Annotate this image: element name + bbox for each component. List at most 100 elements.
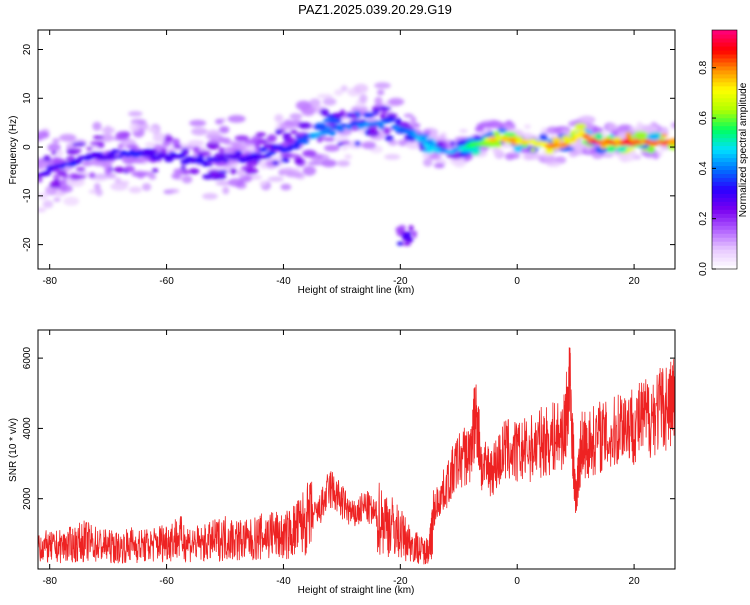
heatmap-cell [75,158,83,164]
heatmap-cell [146,127,158,133]
heatmap-cell [279,153,294,158]
snr-y-tick-label: 6000 [22,347,33,370]
heatmap-cell [172,138,181,147]
heatmap-cell [520,132,533,137]
colorbar-step [712,253,737,258]
heatmap-cell [384,135,394,142]
heatmap-cell [56,170,67,176]
heatmap-cell [189,119,207,127]
colorbar-ticks: 0.0 0.2 0.4 0.6 0.8 [698,60,716,276]
heatmap-cell [185,156,194,161]
heatmap-cell [354,140,361,147]
colorbar-step [712,101,737,107]
heatmap-cell [416,138,429,144]
heatmap-cell [53,178,60,184]
colorbar-step [712,89,737,95]
colorbar-step [712,85,737,91]
heatmap-cell [255,132,267,137]
heatmap-cell [81,161,93,167]
heatmap-cell [601,130,608,138]
heatmap-cell [317,94,333,99]
snr-y-tick-label: 4000 [22,417,33,440]
heatmap-cell [606,123,618,131]
heatmap-cell [301,106,315,117]
heatmap-cell [325,114,336,118]
heatmap-cell [436,140,445,146]
colorbar-step [712,249,737,254]
heatmap-cell [433,163,445,169]
heatmap-cell [493,147,503,157]
heatmap-ridge [38,82,675,246]
heatmap-cell [405,140,423,150]
colorbar-step [712,181,737,186]
heatmap-cell [116,155,123,159]
heatmap-cell [636,121,643,131]
heatmap-cell [377,106,392,111]
heatmap-cell [41,170,52,176]
heatmap-cell [374,82,391,89]
heatmap-cell [180,159,191,165]
colorbar-step [712,129,737,135]
heatmap-cell [259,180,268,186]
heatmap-cell [164,156,174,163]
heatmap-cell [652,153,660,160]
heatmap-cell [298,138,310,145]
colorbar-tick-label: 0.4 [698,161,709,175]
snr-y-tick-label: 2000 [22,487,33,510]
heatmap-cell [99,133,114,142]
heatmap-cell [142,183,152,191]
heatmap-cell [171,172,181,180]
heatmap-cell [128,111,143,117]
colorbar-step [712,145,737,151]
heatmap-cell [625,147,636,152]
heatmap-cell [132,158,145,164]
colorbar-step [712,65,737,71]
heatmap-cell [88,172,96,179]
heatmap-cell [313,122,327,130]
colorbar-step [712,165,737,171]
heatmap-cell [423,142,431,148]
colorbar-step [712,97,737,103]
colorbar-tick-label: 0.8 [698,60,709,74]
heatmap-cell [202,173,214,180]
colorbar-step [712,177,737,182]
heatmap-cell [320,130,329,136]
heatmap-cell [40,160,50,168]
heatmap-cell [633,131,649,139]
heatmap-cell [459,129,468,133]
colorbar-tick-label: 0.6 [698,111,709,125]
heatmap-cell [325,126,332,130]
heatmap-cell [224,147,238,152]
colorbar-step [712,193,737,198]
heatmap-cell [412,232,417,239]
heatmap-cell [95,152,104,158]
heatmap-cell [246,160,259,167]
colorbar-step [712,185,737,190]
colorbar-step [712,241,737,246]
heatmap-cell [361,141,377,150]
colorbar-step [712,45,737,51]
heatmap-cell [206,129,221,137]
heatmap-cell [95,188,103,197]
colorbar-step [712,109,737,115]
heatmap-cell [429,153,440,160]
heatmap-cell [214,153,228,158]
heatmap-cell [227,115,246,123]
heatmap-cell [280,183,292,191]
heatmap-cell [187,140,205,147]
heatmap-cell [323,137,336,142]
colorbar-step [712,217,737,222]
colorbar-step [712,237,737,242]
snr-x-tick-label: -40 [276,576,291,587]
snr-x-tick-label: 20 [629,576,641,587]
heatmap-cell [401,233,411,239]
heatmap-cell [551,137,562,143]
colorbar-step [712,61,737,67]
colorbar: 0.0 0.2 0.4 0.6 0.8 Normalized spectral ampl… [698,29,749,276]
heatmap-cell [180,147,189,156]
heatmap-cell [616,146,627,153]
heatmap-cell [474,126,485,132]
colorbar-step [712,137,737,143]
heatmap-cell [152,132,165,143]
figure-title: PAZ1.2025.039.20.29.G19 [298,2,452,17]
